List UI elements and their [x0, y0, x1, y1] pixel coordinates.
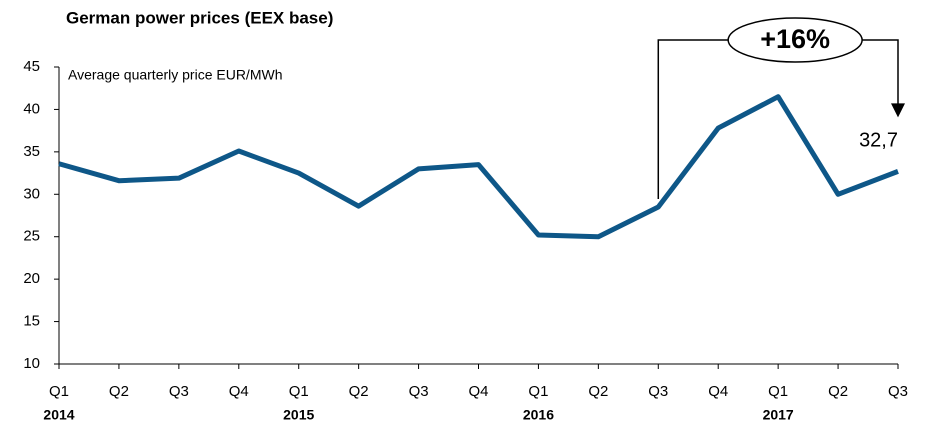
y-tick-label: 25 [23, 228, 40, 245]
year-label: 2015 [283, 407, 314, 423]
year-label: 2014 [43, 407, 74, 423]
chart-subtitle: Average quarterly price EUR/MWh [68, 67, 282, 83]
chart-title: German power prices (EEX base) [66, 8, 333, 27]
y-tick-label: 20 [23, 270, 40, 287]
x-tick-label: Q2 [828, 383, 848, 400]
x-tick-label: Q1 [528, 383, 548, 400]
x-tick-label: Q2 [588, 383, 608, 400]
x-tick-label: Q1 [289, 383, 309, 400]
x-tick-label: Q1 [49, 383, 69, 400]
x-tick-label: Q4 [708, 383, 728, 400]
y-tick-label: 40 [23, 100, 40, 117]
line-series [58, 94, 899, 240]
value-label: 32,7 [859, 130, 898, 152]
y-tick-label: 10 [23, 355, 40, 372]
y-tick-label: 15 [23, 313, 40, 330]
x-tick-label: Q3 [169, 383, 189, 400]
annotation-bracket [657, 39, 899, 200]
annotation-ellipse [727, 17, 863, 63]
annotation-arrow [891, 103, 905, 118]
year-label: 2016 [523, 407, 554, 423]
y-tick-label: 30 [23, 185, 40, 202]
x-tick-label: Q3 [648, 383, 668, 400]
x-tick-label: Q2 [109, 383, 129, 400]
x-tick-label: Q1 [768, 383, 788, 400]
x-tick-label: Q3 [409, 383, 429, 400]
y-tick-label: 35 [23, 143, 40, 160]
year-label: 2017 [763, 407, 794, 423]
annotation-text: +16% [760, 24, 830, 54]
y-tick-label: 45 [23, 58, 40, 75]
x-tick-label: Q4 [229, 383, 249, 400]
x-tick-label: Q4 [468, 383, 488, 400]
x-tick-label: Q3 [888, 383, 908, 400]
x-tick-label: Q2 [349, 383, 369, 400]
